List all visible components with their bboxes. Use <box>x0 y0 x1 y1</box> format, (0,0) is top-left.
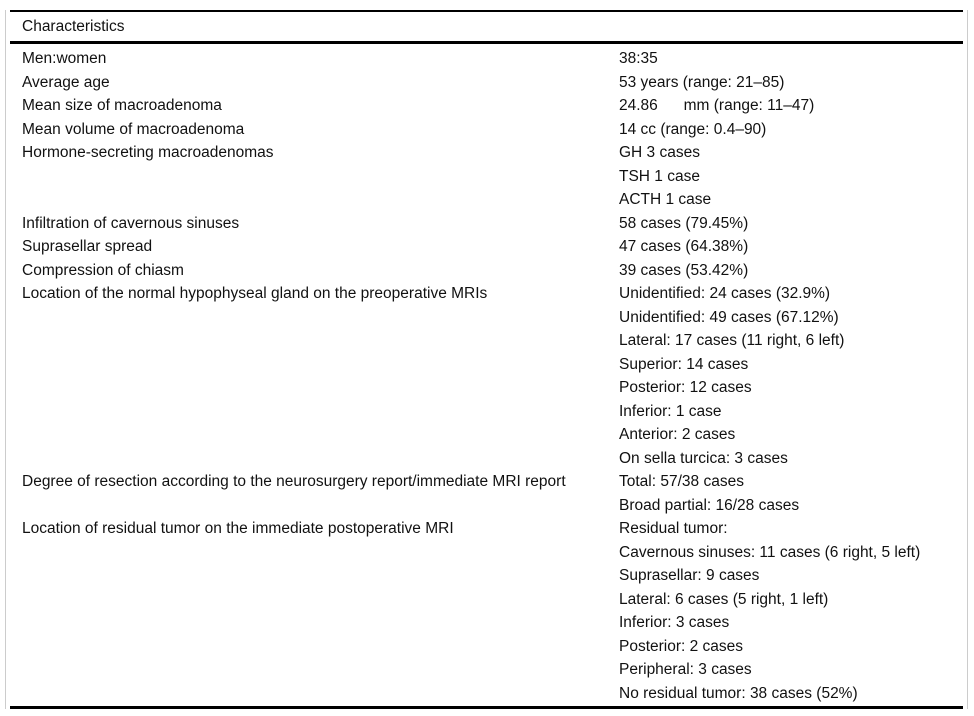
row-value-line: Superior: 14 cases <box>619 355 749 373</box>
row-label: Location of the normal hypophyseal gland… <box>22 285 488 302</box>
table-frame: Characteristics Men:women 38:35 Average … <box>5 10 968 709</box>
row-value-line: GH 3 cases <box>619 144 700 161</box>
row-value-line: Inferior: 1 case <box>619 402 722 420</box>
table-row: Suprasellar spread 47 cases (64.38%) <box>10 235 963 259</box>
row-value-line: Residual tumor: <box>619 520 728 537</box>
row-value-line: Posterior: 2 cases <box>619 637 744 655</box>
row-label: Men:women <box>22 50 107 67</box>
row-value-line: Lateral: 17 cases (11 right, 6 left) <box>619 332 845 349</box>
row-label: Suprasellar spread <box>22 238 153 255</box>
row-value-line: 39 cases (53.42%) <box>619 261 749 279</box>
row-label: Mean size of macroadenoma <box>22 97 222 114</box>
table-header-characteristics: Characteristics <box>22 17 125 35</box>
row-value-line: On sella turcica: 3 cases <box>619 449 788 467</box>
table-body: Men:women 38:35 Average age 53 years (ra… <box>10 44 963 709</box>
row-value: 14 cc (range: 0.4–90) <box>619 118 963 142</box>
row-value-line: Inferior: 3 cases <box>619 614 730 631</box>
row-label: Hormone-secreting macroadenomas <box>22 144 274 161</box>
table-row: Degree of resection according to the neu… <box>10 470 963 517</box>
row-label: Infiltration of cavernous sinuses <box>22 214 240 232</box>
row-value-line: Posterior: 12 cases <box>619 379 752 396</box>
row-value-line: TSH 1 case <box>619 167 700 185</box>
row-value-line: 14 cc (range: 0.4–90) <box>619 120 767 138</box>
table-row: Average age 53 years (range: 21–85) <box>10 71 963 95</box>
row-value-line: 53 years (range: 21–85) <box>619 73 785 91</box>
row-value-line: 38:35 <box>619 50 658 67</box>
row-value-line: Unidentified: 49 cases (67.12%) <box>619 308 839 326</box>
row-value-line: Total: 57/38 cases <box>619 473 744 490</box>
row-value: 38:35 <box>619 47 963 71</box>
row-value-line: 58 cases (79.45%) <box>619 214 749 232</box>
row-label: Mean volume of macroadenoma <box>22 120 245 138</box>
table-row: Compression of chiasm 39 cases (53.42%) <box>10 259 963 283</box>
row-label: Location of residual tumor on the immedi… <box>22 520 454 537</box>
row-value-line: 47 cases (64.38%) <box>619 238 749 255</box>
row-label: Average age <box>22 73 110 91</box>
row-value: Residual tumor: Cavernous sinuses: 11 ca… <box>619 517 963 705</box>
row-value: 47 cases (64.38%) <box>619 235 963 259</box>
row-value-line: Suprasellar: 9 cases <box>619 567 760 584</box>
row-value: 39 cases (53.42%) <box>619 259 963 283</box>
row-value-line: Broad partial: 16/28 cases <box>619 496 800 514</box>
row-label: Degree of resection according to the neu… <box>22 473 566 490</box>
row-value: 53 years (range: 21–85) <box>619 71 963 95</box>
table-row: Hormone-secreting macroadenomas GH 3 cas… <box>10 141 963 212</box>
row-value-line: Cavernous sinuses: 11 cases (6 right, 5 … <box>619 543 921 561</box>
row-value-line: Peripheral: 3 cases <box>619 661 752 678</box>
table-row: Mean size of macroadenoma 24.86 mm (rang… <box>10 94 963 118</box>
row-value: Unidentified: 24 cases (32.9%) Unidentif… <box>619 282 963 470</box>
row-value: GH 3 cases TSH 1 case ACTH 1 case <box>619 141 963 212</box>
row-value-line: ACTH 1 case <box>619 191 712 208</box>
table-row: Infiltration of cavernous sinuses 58 cas… <box>10 212 963 236</box>
row-value: 24.86 mm (range: 11–47) <box>619 94 963 118</box>
row-value-line: Anterior: 2 cases <box>619 426 736 443</box>
table-row: Location of the normal hypophyseal gland… <box>10 282 963 470</box>
row-value-line: Unidentified: 24 cases (32.9%) <box>619 285 831 302</box>
row-value-line: 24.86 mm (range: 11–47) <box>619 97 815 114</box>
row-value: Total: 57/38 cases Broad partial: 16/28 … <box>619 470 963 517</box>
table-row: Location of residual tumor on the immedi… <box>10 517 963 705</box>
table-row: Mean volume of macroadenoma 14 cc (range… <box>10 118 963 142</box>
row-value-line: Lateral: 6 cases (5 right, 1 left) <box>619 590 829 608</box>
table-row: Men:women 38:35 <box>10 47 963 71</box>
row-value: 58 cases (79.45%) <box>619 212 963 236</box>
characteristics-table: Characteristics Men:women 38:35 Average … <box>10 10 963 709</box>
row-label: Compression of chiasm <box>22 261 184 279</box>
table-header-row: Characteristics <box>10 12 963 44</box>
row-value-line: No residual tumor: 38 cases (52%) <box>619 684 858 702</box>
